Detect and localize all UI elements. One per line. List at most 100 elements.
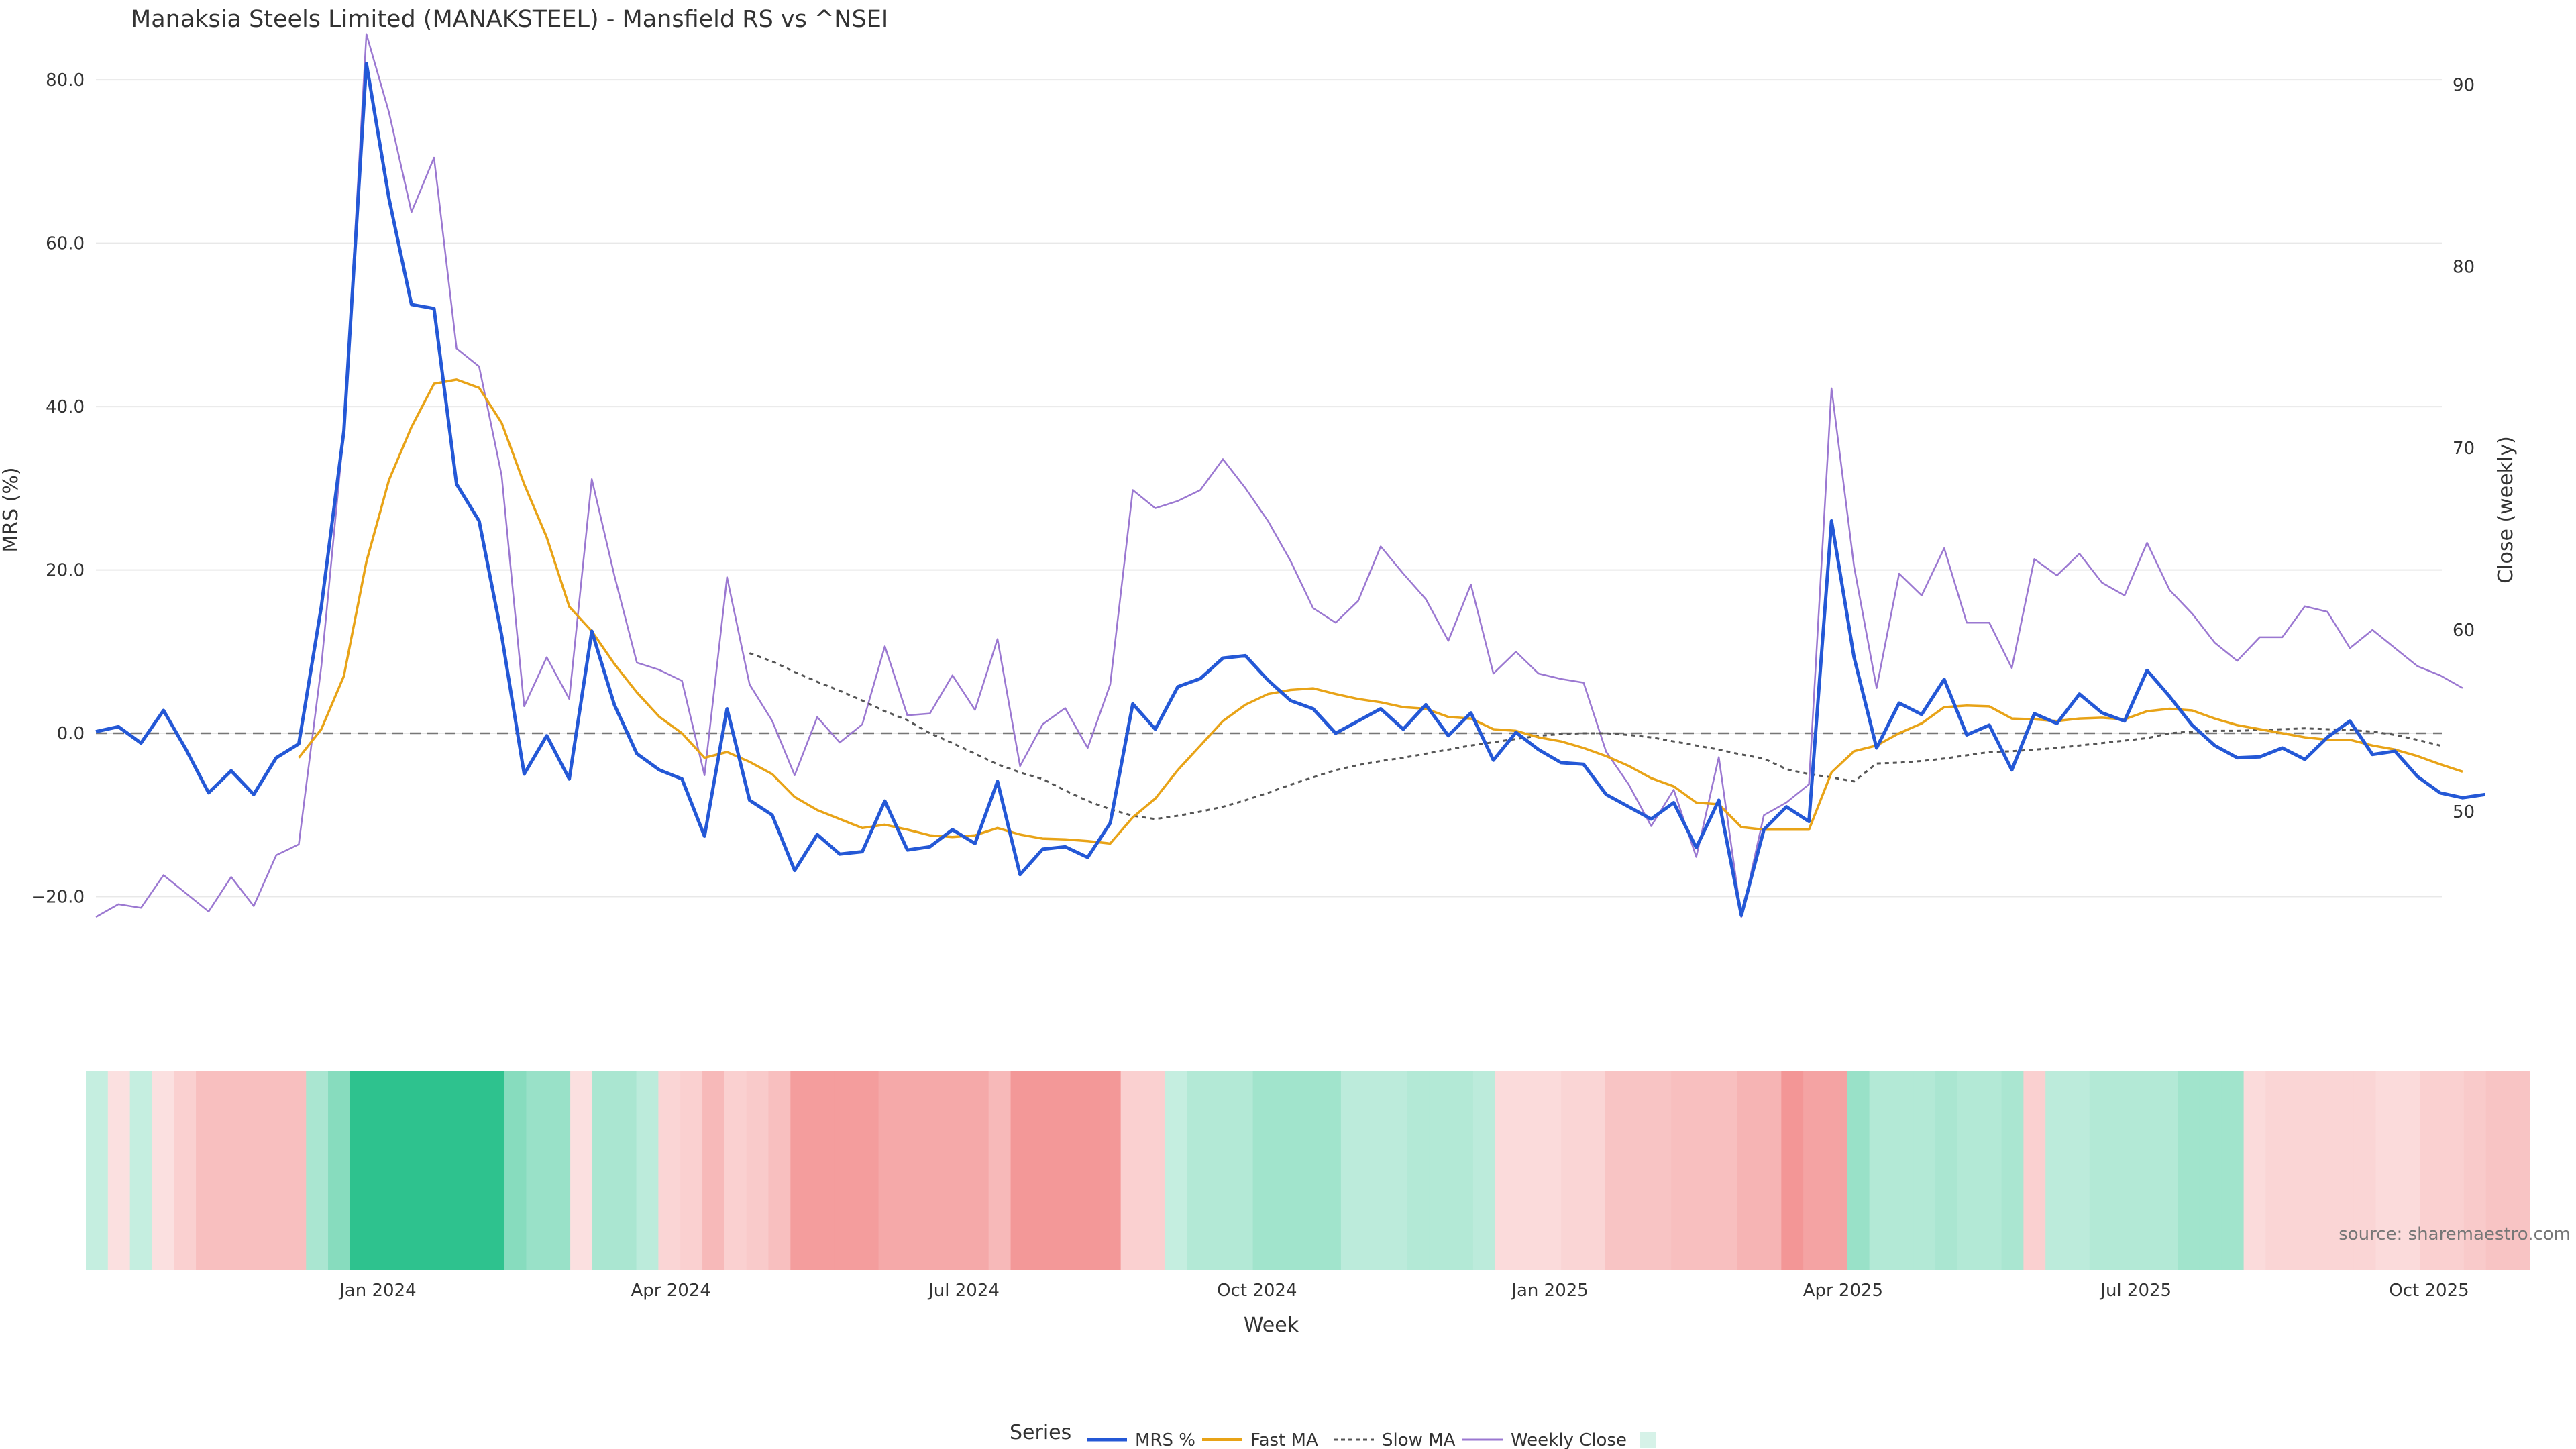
- band-cell: [658, 1071, 681, 1270]
- band-cell: [1825, 1071, 1848, 1270]
- band-cell: [2508, 1071, 2530, 1270]
- band-cell: [2023, 1071, 2046, 1270]
- band-cell: [1627, 1071, 1650, 1270]
- band-cell: [834, 1071, 857, 1270]
- legend: Series MRS % Fast MA Slow MA Weekly Clos…: [1010, 1421, 1656, 1449]
- band-cell: [2199, 1071, 2222, 1270]
- band-cell: [460, 1071, 483, 1270]
- band-cell: [2331, 1071, 2355, 1270]
- legend-item-mrs[interactable]: MRS %: [1087, 1430, 1195, 1449]
- chart-title: Manaksia Steels Limited (MANAKSTEEL) - M…: [131, 6, 888, 33]
- band-cell: [284, 1071, 307, 1270]
- band-cell: [1055, 1071, 1077, 1270]
- band-cell: [2463, 1071, 2487, 1270]
- band-cell: [2398, 1071, 2420, 1270]
- x-tick-label: Apr 2024: [631, 1281, 710, 1301]
- y-left-tick-labels: 80.0 60.0 40.0 20.0 0.0 −20.0: [31, 70, 85, 907]
- band-cell: [2001, 1071, 2024, 1270]
- band-cell: [614, 1071, 637, 1270]
- band-cell: [1230, 1071, 1254, 1270]
- band-cell: [217, 1071, 241, 1270]
- y-left-tick-label: −20.0: [31, 888, 85, 908]
- legend-swatch-band: [1640, 1432, 1656, 1448]
- legend-label-weekly-close: Weekly Close: [1511, 1430, 1627, 1449]
- band-cell: [526, 1071, 549, 1270]
- band-cell: [438, 1071, 461, 1270]
- band-cell: [1869, 1071, 1892, 1270]
- y-right-tick-label: 90: [2453, 76, 2475, 96]
- band-cell: [86, 1071, 109, 1270]
- band-cell: [152, 1071, 174, 1270]
- band-cell: [1098, 1071, 1122, 1270]
- legend-item-band[interactable]: [1640, 1432, 1656, 1448]
- legend-item-fast-ma[interactable]: Fast MA: [1202, 1430, 1318, 1449]
- y-left-tick-label: 40.0: [46, 397, 85, 417]
- y-right-tick-labels: 90 80 70 60 50: [2453, 76, 2475, 822]
- slow-ma-line: [749, 652, 2440, 820]
- band-cell: [1649, 1071, 1672, 1270]
- legend-item-weekly-close[interactable]: Weekly Close: [1462, 1430, 1627, 1449]
- band-cell: [2420, 1071, 2443, 1270]
- band-cell: [1847, 1071, 1870, 1270]
- y-left-tick-label: 60.0: [46, 234, 85, 254]
- mrs-band-strip: [86, 1071, 2530, 1270]
- band-cell: [1891, 1071, 1914, 1270]
- band-cell: [768, 1071, 791, 1270]
- band-cell: [2045, 1071, 2068, 1270]
- band-cell: [107, 1071, 131, 1270]
- band-cell: [2375, 1071, 2398, 1270]
- band-cell: [372, 1071, 395, 1270]
- band-cell: [1165, 1071, 1187, 1270]
- fast-ma-line: [298, 378, 2463, 845]
- y-left-tick-label: 20.0: [46, 561, 85, 581]
- band-cell: [702, 1071, 725, 1270]
- mrs-line: [95, 62, 2485, 917]
- band-cell: [2485, 1071, 2509, 1270]
- band-cell: [1319, 1071, 1342, 1270]
- band-cell: [1693, 1071, 1716, 1270]
- band-cell: [1957, 1071, 1980, 1270]
- band-cell: [1935, 1071, 1958, 1270]
- y-left-tick-label: 80.0: [46, 70, 85, 91]
- band-cell: [1759, 1071, 1782, 1270]
- band-cell: [350, 1071, 373, 1270]
- band-cell: [2310, 1071, 2332, 1270]
- band-cell: [504, 1071, 527, 1270]
- band-cell: [196, 1071, 219, 1270]
- band-cell: [1671, 1071, 1694, 1270]
- band-cell: [1472, 1071, 1496, 1270]
- band-cell: [878, 1071, 902, 1270]
- band-cell: [1407, 1071, 1430, 1270]
- grid-lines: [96, 79, 2442, 898]
- band-cell: [1781, 1071, 1804, 1270]
- band-cell: [1517, 1071, 1540, 1270]
- band-cell: [2068, 1071, 2090, 1270]
- x-tick-label: Jul 2024: [927, 1281, 1000, 1301]
- band-cell: [1077, 1071, 1099, 1270]
- band-cell: [416, 1071, 439, 1270]
- y-right-tick-label: 80: [2453, 257, 2475, 277]
- band-cell: [129, 1071, 153, 1270]
- band-cell: [1539, 1071, 1562, 1270]
- band-cell: [2265, 1071, 2288, 1270]
- band-cell: [1913, 1071, 1936, 1270]
- band-cell: [570, 1071, 593, 1270]
- band-cell: [1582, 1071, 1606, 1270]
- band-cell: [636, 1071, 659, 1270]
- legend-label-fast-ma: Fast MA: [1250, 1430, 1318, 1449]
- band-cell: [1340, 1071, 1364, 1270]
- series-lines: [95, 33, 2485, 918]
- band-cell: [900, 1071, 923, 1270]
- band-cell: [2353, 1071, 2377, 1270]
- band-cell: [945, 1071, 967, 1270]
- band-cell: [1032, 1071, 1055, 1270]
- band-cell: [328, 1071, 351, 1270]
- x-axis-title: Week: [1244, 1313, 1299, 1337]
- band-cell: [1187, 1071, 1210, 1270]
- band-cell: [2243, 1071, 2267, 1270]
- band-cell: [1208, 1071, 1232, 1270]
- band-cell: [1252, 1071, 1276, 1270]
- legend-item-slow-ma[interactable]: Slow MA: [1334, 1430, 1456, 1449]
- band-cell: [548, 1071, 571, 1270]
- band-cell: [482, 1071, 505, 1270]
